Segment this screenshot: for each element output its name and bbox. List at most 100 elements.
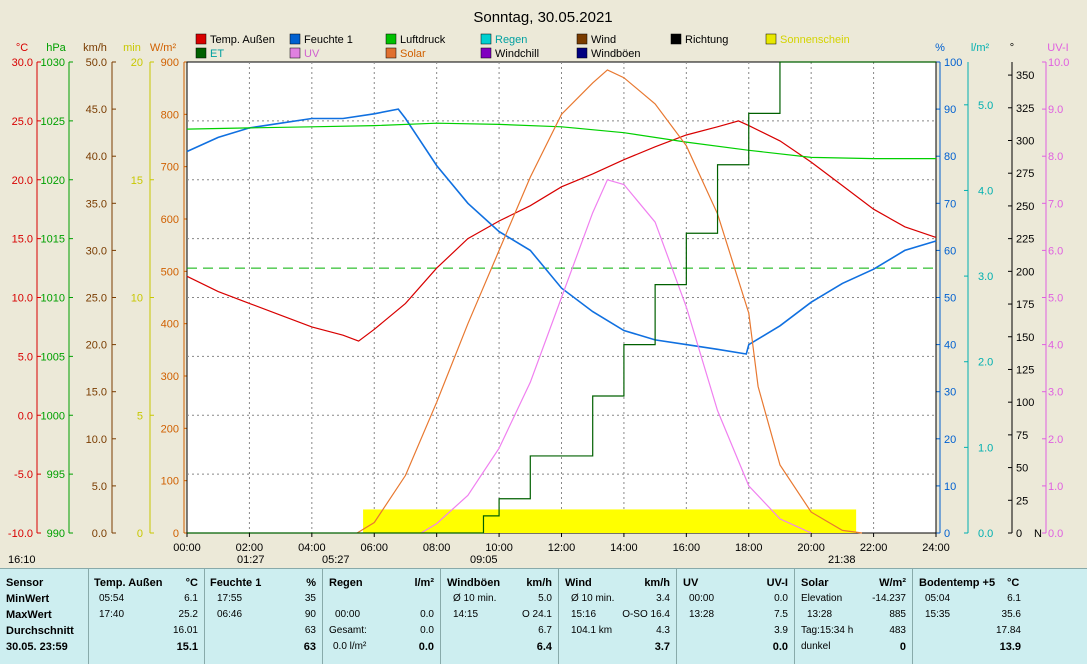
legend-swatch bbox=[385, 47, 397, 59]
axis-tick-label: 20 bbox=[131, 57, 143, 69]
series-line-et bbox=[187, 61, 936, 534]
x-axis-tick-label: 00:00 bbox=[173, 542, 201, 554]
legend-label: Feuchte 1 bbox=[304, 34, 353, 46]
axis-tick-label: 0.0 bbox=[92, 528, 107, 540]
axis-tick-label: 20.0 bbox=[12, 175, 33, 187]
axis-tick-label: 30.0 bbox=[12, 57, 33, 69]
axis-tick-label: 7.0 bbox=[1048, 198, 1063, 210]
axis-tick-label: 60 bbox=[944, 245, 956, 257]
axis-tick-label: 10.0 bbox=[12, 293, 33, 305]
series-line-temp-au-en bbox=[186, 120, 937, 342]
soil-min-time: 05:04 bbox=[925, 593, 951, 604]
stats-header-gust: Windböen bbox=[447, 577, 501, 589]
axis-tick-label: 20 bbox=[944, 434, 956, 446]
x-axis-tick-label: 24:00 bbox=[922, 542, 950, 554]
axis-tick-label: 900 bbox=[161, 57, 179, 69]
axis-tick-label: 15 bbox=[131, 175, 143, 187]
stats-solar-column: Solar W/m² Elevation -14.237 13:28 885 Tag:… bbox=[794, 569, 912, 664]
wind-max-value: O-SO 16.4 bbox=[622, 609, 670, 620]
axis-unit-label: km/h bbox=[83, 42, 107, 54]
gust-avg10-value: 5.0 bbox=[538, 593, 552, 604]
time-mark-label: 21:38 bbox=[828, 554, 856, 566]
hum-min-time: 17:55 bbox=[217, 593, 243, 604]
temp-min-value: 6.1 bbox=[184, 593, 198, 604]
hum-max-value: 90 bbox=[304, 609, 316, 620]
legend-swatch bbox=[576, 33, 588, 45]
axis-tick-label: 10 bbox=[944, 481, 956, 493]
axis-tick-label: 1030 bbox=[41, 57, 65, 69]
stats-unit-wind: km/h bbox=[644, 577, 670, 589]
axis-tick-label: 25 bbox=[1016, 495, 1028, 507]
axis-unit-label: min bbox=[123, 42, 141, 54]
stats-temp-column: Temp. Außen °C 05:54 6.1 17:40 25.2 16.01 1… bbox=[88, 569, 204, 664]
wind-max-time: 15:16 bbox=[571, 609, 597, 620]
axis-tick-label: 5.0 bbox=[1048, 293, 1063, 305]
series-line-luftdruck bbox=[186, 122, 936, 160]
sunshine-bar bbox=[363, 509, 857, 533]
stats-header-solar: Solar bbox=[801, 577, 829, 589]
axis-tick-label: 1.0 bbox=[1048, 481, 1063, 493]
rain-max-time: 00:00 bbox=[335, 609, 361, 620]
axis-tick-label: 25.0 bbox=[12, 116, 33, 128]
axis-tick-label: -10.0 bbox=[8, 528, 33, 540]
solar-daylength: Tag:15:34 h bbox=[801, 625, 854, 636]
legend-swatch bbox=[195, 33, 207, 45]
uv-avg-value: 3.9 bbox=[774, 625, 788, 636]
series-line-uv bbox=[420, 179, 812, 534]
solar-max-time: 13:28 bbox=[807, 609, 833, 620]
wind-avg-value: 4.3 bbox=[656, 625, 670, 636]
temp-max-value: 25.2 bbox=[178, 609, 198, 620]
label-min: MinWert bbox=[6, 593, 50, 605]
axis-tick-label: 600 bbox=[161, 214, 179, 226]
axis-tick-label: 10.0 bbox=[1048, 57, 1069, 69]
axis-tick-label: 1020 bbox=[41, 175, 65, 187]
right-axes: %1009080706050403020100l/m²5.04.03.02.01… bbox=[935, 42, 1069, 540]
rain-total-label: Gesamt: bbox=[329, 625, 367, 636]
axis-tick-label: 50 bbox=[944, 293, 956, 305]
axis-tick-label: 1000 bbox=[41, 410, 65, 422]
legend-swatch bbox=[480, 47, 492, 59]
rain-current-value: 0.0 bbox=[418, 641, 434, 653]
stats-header-uv: UV bbox=[683, 577, 699, 589]
stats-soil-column: Bodentemp +5 °C 05:04 6.1 15:35 35.6 17.84 … bbox=[912, 569, 1087, 664]
gust-avg-value: 6.7 bbox=[538, 625, 552, 636]
legend-label: Windböen bbox=[591, 48, 641, 60]
solar-avg-value: 483 bbox=[889, 625, 906, 636]
legend-label: Windchill bbox=[495, 48, 539, 60]
axis-tick-label: 0 bbox=[137, 528, 143, 540]
legend-label: UV bbox=[304, 48, 320, 60]
uv-min-value: 0.0 bbox=[774, 593, 788, 604]
soil-avg-value: 17.84 bbox=[995, 625, 1021, 636]
temp-max-time: 17:40 bbox=[99, 609, 125, 620]
x-axis-tick-label: 06:00 bbox=[360, 542, 388, 554]
axis-tick-label: 70 bbox=[944, 198, 956, 210]
axis-tick-label: 45.0 bbox=[86, 104, 107, 116]
axis-tick-label: 100 bbox=[944, 57, 962, 69]
stats-sensor-column: Sensor MinWert MaxWert Durchschnitt 30.0… bbox=[0, 569, 88, 664]
label-current: 30.05. 23:59 bbox=[6, 641, 68, 653]
hum-max-time: 06:46 bbox=[217, 609, 243, 620]
axis-unit-label: ° bbox=[1010, 42, 1014, 54]
axis-tick-label: 25.0 bbox=[86, 293, 107, 305]
x-axis-tick-label: 02:00 bbox=[236, 542, 264, 554]
rain-max-value: 0.0 bbox=[420, 609, 434, 620]
x-axis-tick-label: 14:00 bbox=[610, 542, 638, 554]
uv-max-value: 7.5 bbox=[774, 609, 788, 620]
wind-avg10-value: 3.4 bbox=[656, 593, 670, 604]
axis-tick-label: 0.0 bbox=[18, 410, 33, 422]
hum-avg-value: 63 bbox=[304, 625, 316, 636]
axis-tick-label: 1010 bbox=[41, 293, 65, 305]
soil-current-value: 13.9 bbox=[999, 641, 1021, 653]
axis-tick-label: 30 bbox=[944, 387, 956, 399]
direction-north-label: N bbox=[1034, 528, 1042, 540]
axis-tick-label: 5.0 bbox=[978, 100, 993, 112]
x-axis-tick-label: 10:00 bbox=[485, 542, 513, 554]
axis-tick-label: 225 bbox=[1016, 234, 1034, 246]
left-axes: °C 30.0 25.0 20.0 15.0 10.0 5.0 0.0 -5.0 -10.0 hPa… bbox=[8, 42, 188, 540]
axis-tick-label: 40 bbox=[944, 340, 956, 352]
axis-unit-label: hPa bbox=[46, 42, 66, 54]
chart-title: Sonntag, 30.05.2021 bbox=[473, 9, 612, 26]
axis-tick-label: 75 bbox=[1016, 430, 1028, 442]
axis-tick-label: 995 bbox=[47, 469, 65, 481]
wind-distance: 104.1 km bbox=[571, 625, 613, 636]
